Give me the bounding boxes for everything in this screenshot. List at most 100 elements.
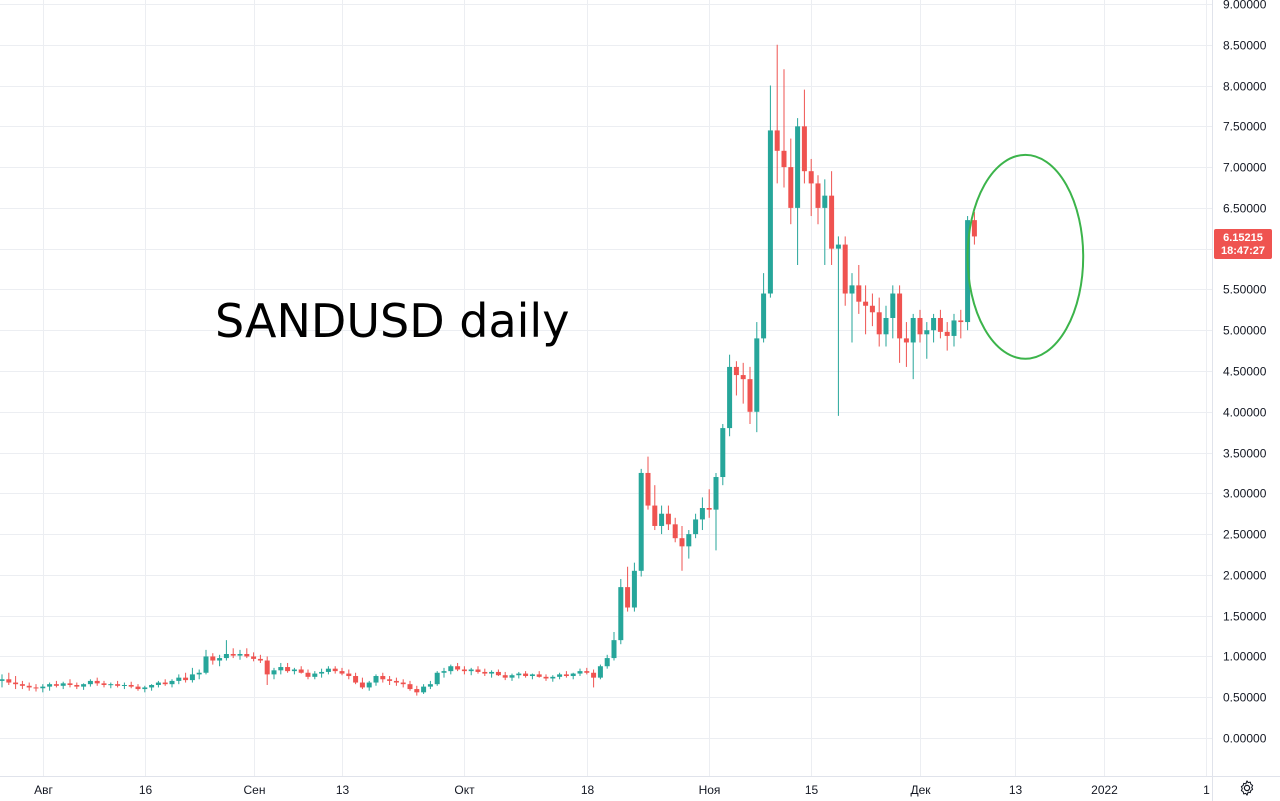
highlight-circle xyxy=(966,153,1085,360)
candle xyxy=(795,118,801,265)
candle-body xyxy=(835,244,841,249)
candle-body xyxy=(944,331,950,336)
candle-body xyxy=(468,669,474,672)
candle-body xyxy=(271,670,277,675)
candle xyxy=(720,424,726,486)
time-axis[interactable]: Авг 16 Сен 13 Окт 18 Ноя 15 Дек 13 2022 1 xyxy=(34,783,1210,797)
candle xyxy=(115,680,121,688)
candle-body xyxy=(196,672,202,675)
candle-body xyxy=(570,673,576,677)
candle-body xyxy=(264,660,270,675)
candle-body xyxy=(210,656,216,661)
candle xyxy=(387,676,393,685)
candle xyxy=(332,666,338,674)
candle xyxy=(863,285,869,335)
candle xyxy=(543,674,549,681)
candle-body xyxy=(631,570,637,608)
candle xyxy=(631,562,637,612)
candle-body xyxy=(563,674,569,677)
candle-body xyxy=(822,195,828,208)
candle xyxy=(108,682,114,689)
candle xyxy=(312,671,318,680)
candle-body xyxy=(278,667,284,671)
y-tick-label: 4.00000 xyxy=(1223,406,1267,420)
x-tick-label: 2022 xyxy=(1091,783,1118,797)
price-badge-countdown: 18:47:27 xyxy=(1221,245,1265,257)
price-axis[interactable]: 9.00000 8.50000 8.00000 7.50000 7.00000 6.500… xyxy=(1223,0,1267,746)
x-tick-label: 13 xyxy=(336,783,350,797)
candle xyxy=(924,322,930,359)
candle-body xyxy=(897,293,903,339)
candle-body xyxy=(244,653,250,657)
candle xyxy=(706,489,712,518)
candle-body xyxy=(652,505,658,526)
candle-body xyxy=(890,293,896,318)
candle xyxy=(944,322,950,351)
candle-body xyxy=(305,672,311,677)
candle-body xyxy=(536,674,542,677)
candle xyxy=(414,685,420,696)
candle xyxy=(808,158,814,217)
candle-body xyxy=(665,513,671,525)
candle xyxy=(727,354,733,437)
candle xyxy=(577,668,583,677)
candle xyxy=(203,649,209,675)
candle xyxy=(489,670,495,678)
candle xyxy=(597,664,603,680)
candle xyxy=(339,667,345,676)
candle-body xyxy=(591,672,597,678)
candle-body xyxy=(883,317,889,335)
candle-body xyxy=(142,687,148,690)
candle-body xyxy=(727,366,733,429)
candle xyxy=(876,297,882,347)
candle-body xyxy=(523,673,529,677)
candle-body xyxy=(638,472,644,571)
candle-body xyxy=(230,653,236,656)
candle xyxy=(26,682,32,691)
candle xyxy=(285,662,291,673)
candle xyxy=(237,649,243,660)
candle xyxy=(230,648,236,659)
candle xyxy=(455,662,461,672)
gear-icon[interactable] xyxy=(1236,777,1258,799)
candle xyxy=(271,667,277,680)
candle xyxy=(931,313,937,343)
candle xyxy=(788,138,794,225)
y-tick-label: 9.00000 xyxy=(1223,0,1267,12)
candle xyxy=(244,648,250,659)
candle xyxy=(679,525,685,571)
candle-body xyxy=(747,379,753,412)
candle-body xyxy=(604,658,610,667)
candle xyxy=(495,669,501,677)
candle xyxy=(856,264,862,314)
candle-body xyxy=(502,675,508,678)
candle xyxy=(305,669,311,680)
candle-body xyxy=(176,677,182,681)
candle xyxy=(536,671,542,678)
candle xyxy=(101,680,107,688)
candle-body xyxy=(801,126,807,172)
candle xyxy=(563,671,569,678)
candle-body xyxy=(543,676,549,679)
candle-body xyxy=(373,676,379,683)
candle xyxy=(557,672,563,680)
candle xyxy=(441,667,447,678)
x-tick-label: 15 xyxy=(805,783,819,797)
candle-body xyxy=(380,676,386,680)
candle-body xyxy=(489,671,495,674)
candle xyxy=(754,322,760,433)
candle xyxy=(189,667,195,683)
candle-body xyxy=(767,130,773,294)
candles xyxy=(0,44,977,696)
candle-body xyxy=(645,472,651,506)
candle-body xyxy=(618,587,624,641)
candle xyxy=(87,679,93,687)
candle xyxy=(625,566,631,612)
y-tick-label: 3.00000 xyxy=(1223,487,1267,501)
candle xyxy=(40,684,46,693)
candle-body xyxy=(625,587,631,608)
candle xyxy=(659,505,665,535)
candle xyxy=(638,468,644,577)
